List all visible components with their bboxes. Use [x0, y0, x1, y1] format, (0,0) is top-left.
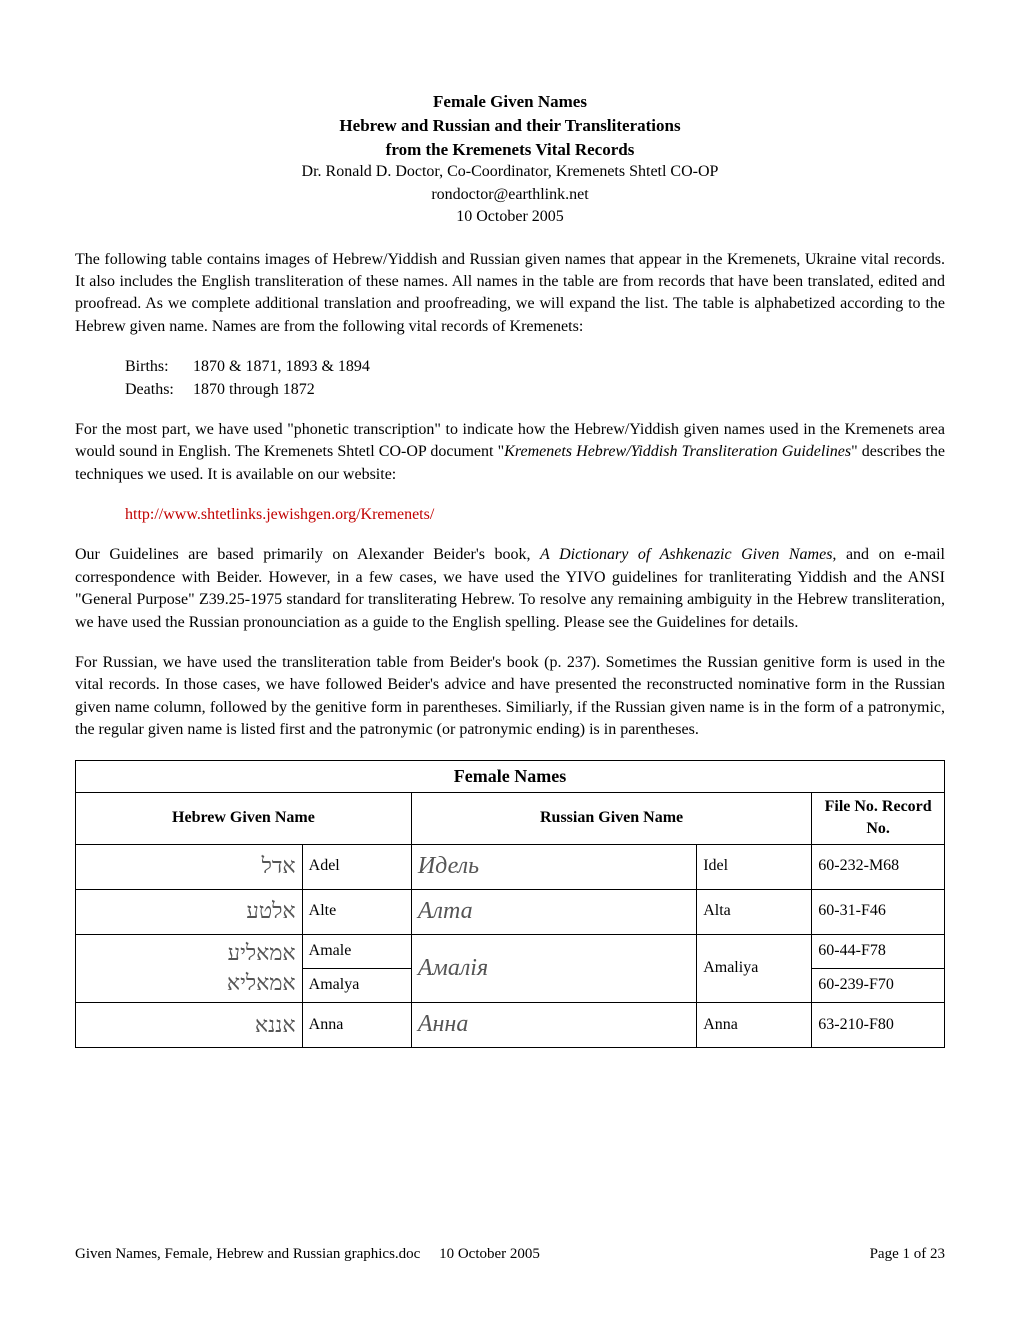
russian-script-cell: Анна [411, 1003, 696, 1048]
hebrew-script-cell: אננא [76, 1003, 303, 1048]
russian-translit-cell: Alta [697, 889, 812, 934]
para2-italic: Kremenets Hebrew/Yiddish Transliteration… [504, 443, 851, 460]
hebrew-translit-cell: Amalya [302, 968, 411, 1002]
hebrew-header: Hebrew Given Name [76, 792, 412, 844]
deaths-value: 1870 through 1872 [193, 379, 315, 401]
births-line: Births: 1870 & 1871, 1893 & 1894 [125, 356, 945, 378]
hebrew-script-cell: אדל [76, 844, 303, 889]
table-row: אננא Anna Анна Anna 63-210-F80 [76, 1003, 945, 1048]
names-table: Female Names Hebrew Given Name Russian G… [75, 760, 945, 1049]
russian-script-cell: Идель [411, 844, 696, 889]
para3-italic: A Dictionary of Ashkenazic Given Names, [540, 546, 836, 563]
title-line-2: Hebrew and Russian and their Translitera… [75, 114, 945, 138]
table-title: Female Names [76, 760, 945, 792]
title-block: Female Given Names Hebrew and Russian an… [75, 90, 945, 229]
hebrew-translit-cell: Anna [302, 1003, 411, 1048]
page-footer: Given Names, Female, Hebrew and Russian … [75, 1244, 945, 1265]
email-line: rondoctor@earthlink.net [75, 184, 945, 206]
fileno-cell: 60-31-F46 [812, 889, 945, 934]
births-value: 1870 & 1871, 1893 & 1894 [193, 356, 370, 378]
paragraph-1: The following table contains images of H… [75, 249, 945, 339]
births-label: Births: [125, 356, 193, 378]
table-row: אלטע Alte Алта Alta 60-31-F46 [76, 889, 945, 934]
hebrew-script-cell: אמאליע אמאליא [76, 934, 303, 1003]
records-block: Births: 1870 & 1871, 1893 & 1894 Deaths:… [125, 356, 945, 401]
table-row: אמאליע אמאליא Amale Амалія Amaliya 60-44… [76, 934, 945, 968]
website-link[interactable]: http://www.shtetlinks.jewishgen.org/Krem… [125, 504, 945, 526]
footer-right: Page 1 of 23 [870, 1244, 945, 1265]
russian-script-cell: Амалія [411, 934, 696, 1003]
hebrew-translit-cell: Alte [302, 889, 411, 934]
russian-translit-cell: Idel [697, 844, 812, 889]
paragraph-4: For Russian, we have used the transliter… [75, 652, 945, 742]
russian-header: Russian Given Name [411, 792, 811, 844]
hebrew-script-cell: אלטע [76, 889, 303, 934]
title-line-1: Female Given Names [75, 90, 945, 114]
title-line-3: from the Kremenets Vital Records [75, 138, 945, 162]
hebrew-translit-cell: Adel [302, 844, 411, 889]
fileno-cell: 60-232-M68 [812, 844, 945, 889]
russian-translit-cell: Anna [697, 1003, 812, 1048]
footer-left: Given Names, Female, Hebrew and Russian … [75, 1244, 540, 1265]
para3-part1: Our Guidelines are based primarily on Al… [75, 546, 540, 563]
paragraph-3: Our Guidelines are based primarily on Al… [75, 544, 945, 634]
fileno-cell: 63-210-F80 [812, 1003, 945, 1048]
hebrew-translit-cell: Amale [302, 934, 411, 968]
deaths-label: Deaths: [125, 379, 193, 401]
fileno-cell: 60-44-F78 [812, 934, 945, 968]
fileno-cell: 60-239-F70 [812, 968, 945, 1002]
table-row: אדל Adel Идель Idel 60-232-M68 [76, 844, 945, 889]
fileno-header: File No. Record No. [812, 792, 945, 844]
author-line: Dr. Ronald D. Doctor, Co-Coordinator, Kr… [75, 161, 945, 183]
russian-script-cell: Алта [411, 889, 696, 934]
deaths-line: Deaths: 1870 through 1872 [125, 379, 945, 401]
date-line: 10 October 2005 [75, 206, 945, 228]
paragraph-2: For the most part, we have used "phoneti… [75, 419, 945, 486]
russian-translit-cell: Amaliya [697, 934, 812, 1003]
